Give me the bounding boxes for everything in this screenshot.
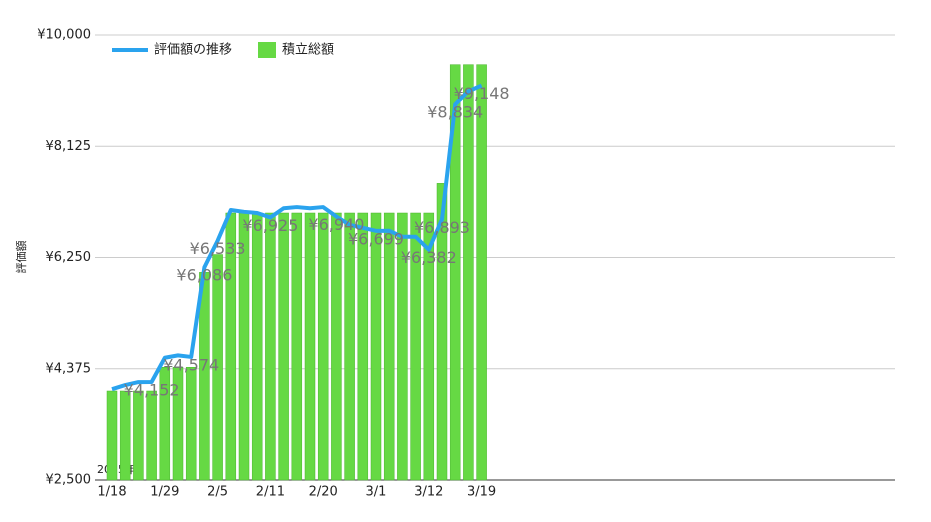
bar xyxy=(344,212,355,481)
bar xyxy=(278,212,289,481)
bar xyxy=(106,390,118,481)
y-axis-label: 評価額 xyxy=(14,241,28,274)
value-label: ¥6,699 xyxy=(348,229,404,248)
bar xyxy=(476,64,487,481)
x-tick-label: 2/11 xyxy=(256,485,285,500)
bar xyxy=(449,64,461,481)
labels: ¥4,152 ¥4,574 ¥6,086 ¥6,533 ¥6,925 ¥6,940¥6,6… xyxy=(124,84,510,399)
x-tick-label: 1/29 xyxy=(150,485,179,500)
bar xyxy=(119,390,131,481)
x-tick-label: 3/19 xyxy=(467,485,496,500)
x-tick-label: 3/1 xyxy=(366,485,387,500)
line xyxy=(111,83,483,392)
value-label: ¥6,086 xyxy=(176,266,232,285)
value-label: ¥8,834 xyxy=(427,103,483,122)
value-label: ¥6,925 xyxy=(242,216,298,235)
bar xyxy=(370,212,382,481)
y-tick-label: ¥2,500 xyxy=(46,473,92,488)
bar xyxy=(146,390,157,481)
bar xyxy=(133,390,144,481)
value-label: ¥6,940 xyxy=(308,215,364,234)
y-tick-label: ¥8,125 xyxy=(46,139,92,154)
y-tick-label: ¥4,375 xyxy=(46,361,92,376)
value-label: ¥6,533 xyxy=(190,239,246,258)
bar xyxy=(185,367,197,481)
bars xyxy=(106,64,487,481)
bar xyxy=(304,212,316,481)
bar xyxy=(331,212,342,481)
legend-label: 評価額の推移 xyxy=(154,43,232,58)
x-tick-label: 1/18 xyxy=(97,485,126,500)
bar xyxy=(397,212,408,481)
x-tick-label: 2/20 xyxy=(309,485,338,500)
grid xyxy=(95,34,895,481)
x-tick-label: 2/5 xyxy=(207,485,228,500)
bar xyxy=(291,212,303,481)
bar xyxy=(159,367,171,481)
bar xyxy=(383,212,395,481)
bar xyxy=(172,367,184,481)
bar xyxy=(463,64,474,481)
bar xyxy=(317,212,329,481)
bar xyxy=(423,212,435,481)
value-label: ¥4,574 xyxy=(163,355,219,374)
bar xyxy=(251,212,263,481)
value-label: ¥4,152 xyxy=(124,380,180,399)
bar xyxy=(265,212,276,481)
y-tick-label: ¥10,000 xyxy=(37,28,91,43)
value-label: ¥6,382 xyxy=(401,248,457,267)
bar xyxy=(212,254,223,481)
legend-swatch xyxy=(258,42,276,58)
bar xyxy=(357,212,369,481)
bar xyxy=(436,183,448,481)
x-tick-label: 3/12 xyxy=(414,485,443,500)
legend-label: 積立総額 xyxy=(282,43,334,58)
value-label: ¥9,148 xyxy=(454,84,510,103)
y-tick-label: ¥6,250 xyxy=(46,250,92,265)
bar xyxy=(410,212,421,481)
lines xyxy=(111,83,483,392)
value-label: ¥6,893 xyxy=(414,218,470,237)
